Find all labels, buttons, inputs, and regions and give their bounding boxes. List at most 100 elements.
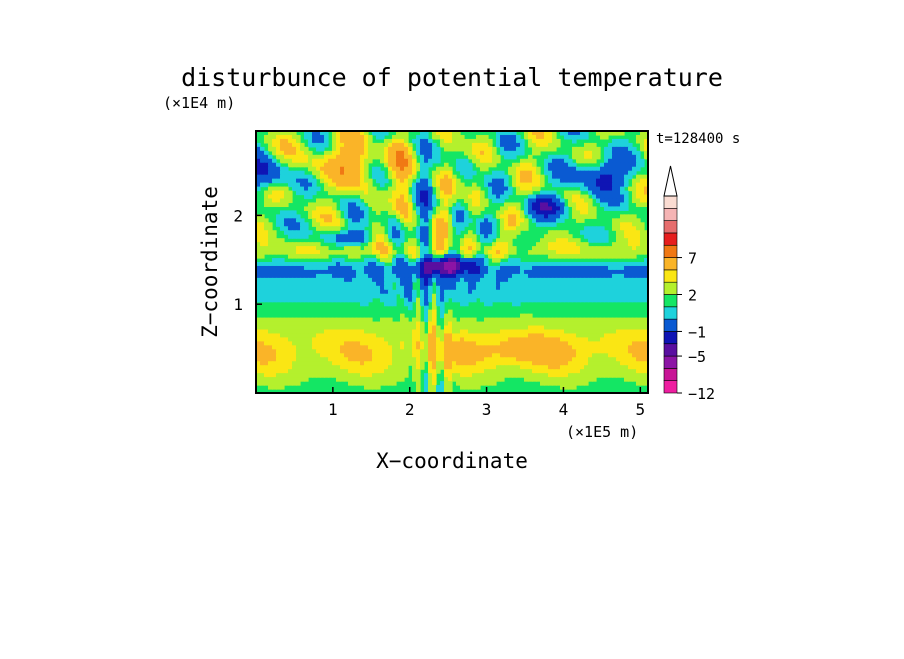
field-cell bbox=[556, 341, 561, 346]
field-cell bbox=[380, 297, 385, 303]
field-cell bbox=[636, 238, 641, 243]
field-cell bbox=[516, 333, 521, 339]
field-cell bbox=[256, 273, 261, 279]
field-cell bbox=[324, 202, 329, 208]
field-cell bbox=[580, 273, 585, 279]
field-cell bbox=[300, 329, 305, 335]
field-cell bbox=[608, 182, 613, 188]
field-cell bbox=[380, 333, 385, 339]
field-cell bbox=[576, 321, 581, 327]
field-cell bbox=[544, 138, 549, 144]
field-cell bbox=[256, 337, 261, 342]
field-cell bbox=[372, 333, 377, 339]
field-cell bbox=[356, 134, 361, 140]
field-cell bbox=[620, 333, 625, 339]
field-cell bbox=[376, 345, 381, 350]
field-cell bbox=[264, 222, 269, 227]
field-cell bbox=[560, 131, 565, 136]
field-cell bbox=[564, 369, 569, 374]
field-cell bbox=[620, 269, 625, 275]
field-cell bbox=[564, 158, 569, 164]
field-cell bbox=[360, 218, 365, 223]
field-cell bbox=[268, 178, 273, 184]
field-cell bbox=[508, 246, 513, 251]
field-cell bbox=[420, 182, 425, 188]
field-cell bbox=[628, 214, 633, 219]
field-cell bbox=[256, 166, 261, 172]
field-cell bbox=[312, 214, 317, 219]
field-cell bbox=[584, 345, 589, 350]
field-cell bbox=[444, 182, 449, 188]
field-cell bbox=[364, 262, 369, 267]
field-cell bbox=[468, 325, 473, 331]
field-cell bbox=[312, 361, 317, 366]
field-cell bbox=[544, 361, 549, 366]
field-cell bbox=[348, 182, 353, 188]
field-cell bbox=[340, 218, 345, 223]
field-cell bbox=[356, 277, 361, 283]
field-cell bbox=[348, 269, 353, 275]
field-cell bbox=[420, 214, 425, 219]
field-cell bbox=[280, 246, 285, 251]
field-cell bbox=[352, 365, 357, 370]
field-cell bbox=[452, 281, 457, 287]
field-cell bbox=[368, 142, 373, 148]
field-cell bbox=[260, 297, 265, 303]
field-cell bbox=[292, 341, 297, 346]
field-cell bbox=[284, 377, 289, 382]
field-cell bbox=[408, 246, 413, 251]
field-cell bbox=[340, 158, 345, 164]
field-cell bbox=[508, 373, 513, 378]
field-cell bbox=[568, 321, 573, 327]
field-cell bbox=[272, 265, 277, 271]
field-cell bbox=[520, 341, 525, 346]
field-cell bbox=[500, 262, 505, 267]
field-cell bbox=[560, 182, 565, 188]
field-cell bbox=[412, 321, 417, 327]
field-cell bbox=[600, 277, 605, 283]
field-cell bbox=[280, 210, 285, 215]
field-cell bbox=[344, 190, 349, 196]
field-cell bbox=[348, 162, 353, 168]
field-cell bbox=[284, 321, 289, 327]
field-cell bbox=[448, 377, 453, 382]
field-cell bbox=[520, 369, 525, 374]
field-cell bbox=[484, 134, 489, 140]
field-cell bbox=[420, 345, 425, 350]
field-cell bbox=[348, 365, 353, 370]
field-cell bbox=[300, 373, 305, 378]
field-cell bbox=[316, 138, 321, 144]
field-cell bbox=[288, 190, 293, 196]
field-cell bbox=[512, 365, 517, 370]
field-cell bbox=[320, 357, 325, 362]
field-cell bbox=[380, 273, 385, 279]
field-cell bbox=[556, 373, 561, 378]
field-cell bbox=[612, 289, 617, 295]
field-cell bbox=[576, 254, 581, 259]
field-cell bbox=[624, 353, 629, 358]
field-cell bbox=[268, 154, 273, 160]
field-cell bbox=[352, 202, 357, 208]
field-cell bbox=[472, 182, 477, 188]
field-cell bbox=[264, 262, 269, 267]
field-cell bbox=[268, 234, 273, 239]
field-cell bbox=[312, 365, 317, 370]
field-cell bbox=[440, 333, 445, 339]
field-cell bbox=[560, 381, 565, 386]
field-cell bbox=[520, 329, 525, 335]
field-cell bbox=[380, 258, 385, 263]
field-cell bbox=[440, 178, 445, 184]
field-cell bbox=[316, 158, 321, 164]
field-cell bbox=[336, 210, 341, 215]
field-cell bbox=[352, 321, 357, 327]
field-cell bbox=[292, 329, 297, 335]
field-cell bbox=[356, 178, 361, 184]
field-cell bbox=[496, 194, 501, 200]
field-cell bbox=[408, 206, 413, 211]
field-cell bbox=[480, 142, 485, 148]
field-cell bbox=[448, 365, 453, 370]
field-cell bbox=[556, 206, 561, 211]
field-cell bbox=[584, 349, 589, 354]
field-cell bbox=[632, 341, 637, 346]
field-cell bbox=[476, 265, 481, 271]
